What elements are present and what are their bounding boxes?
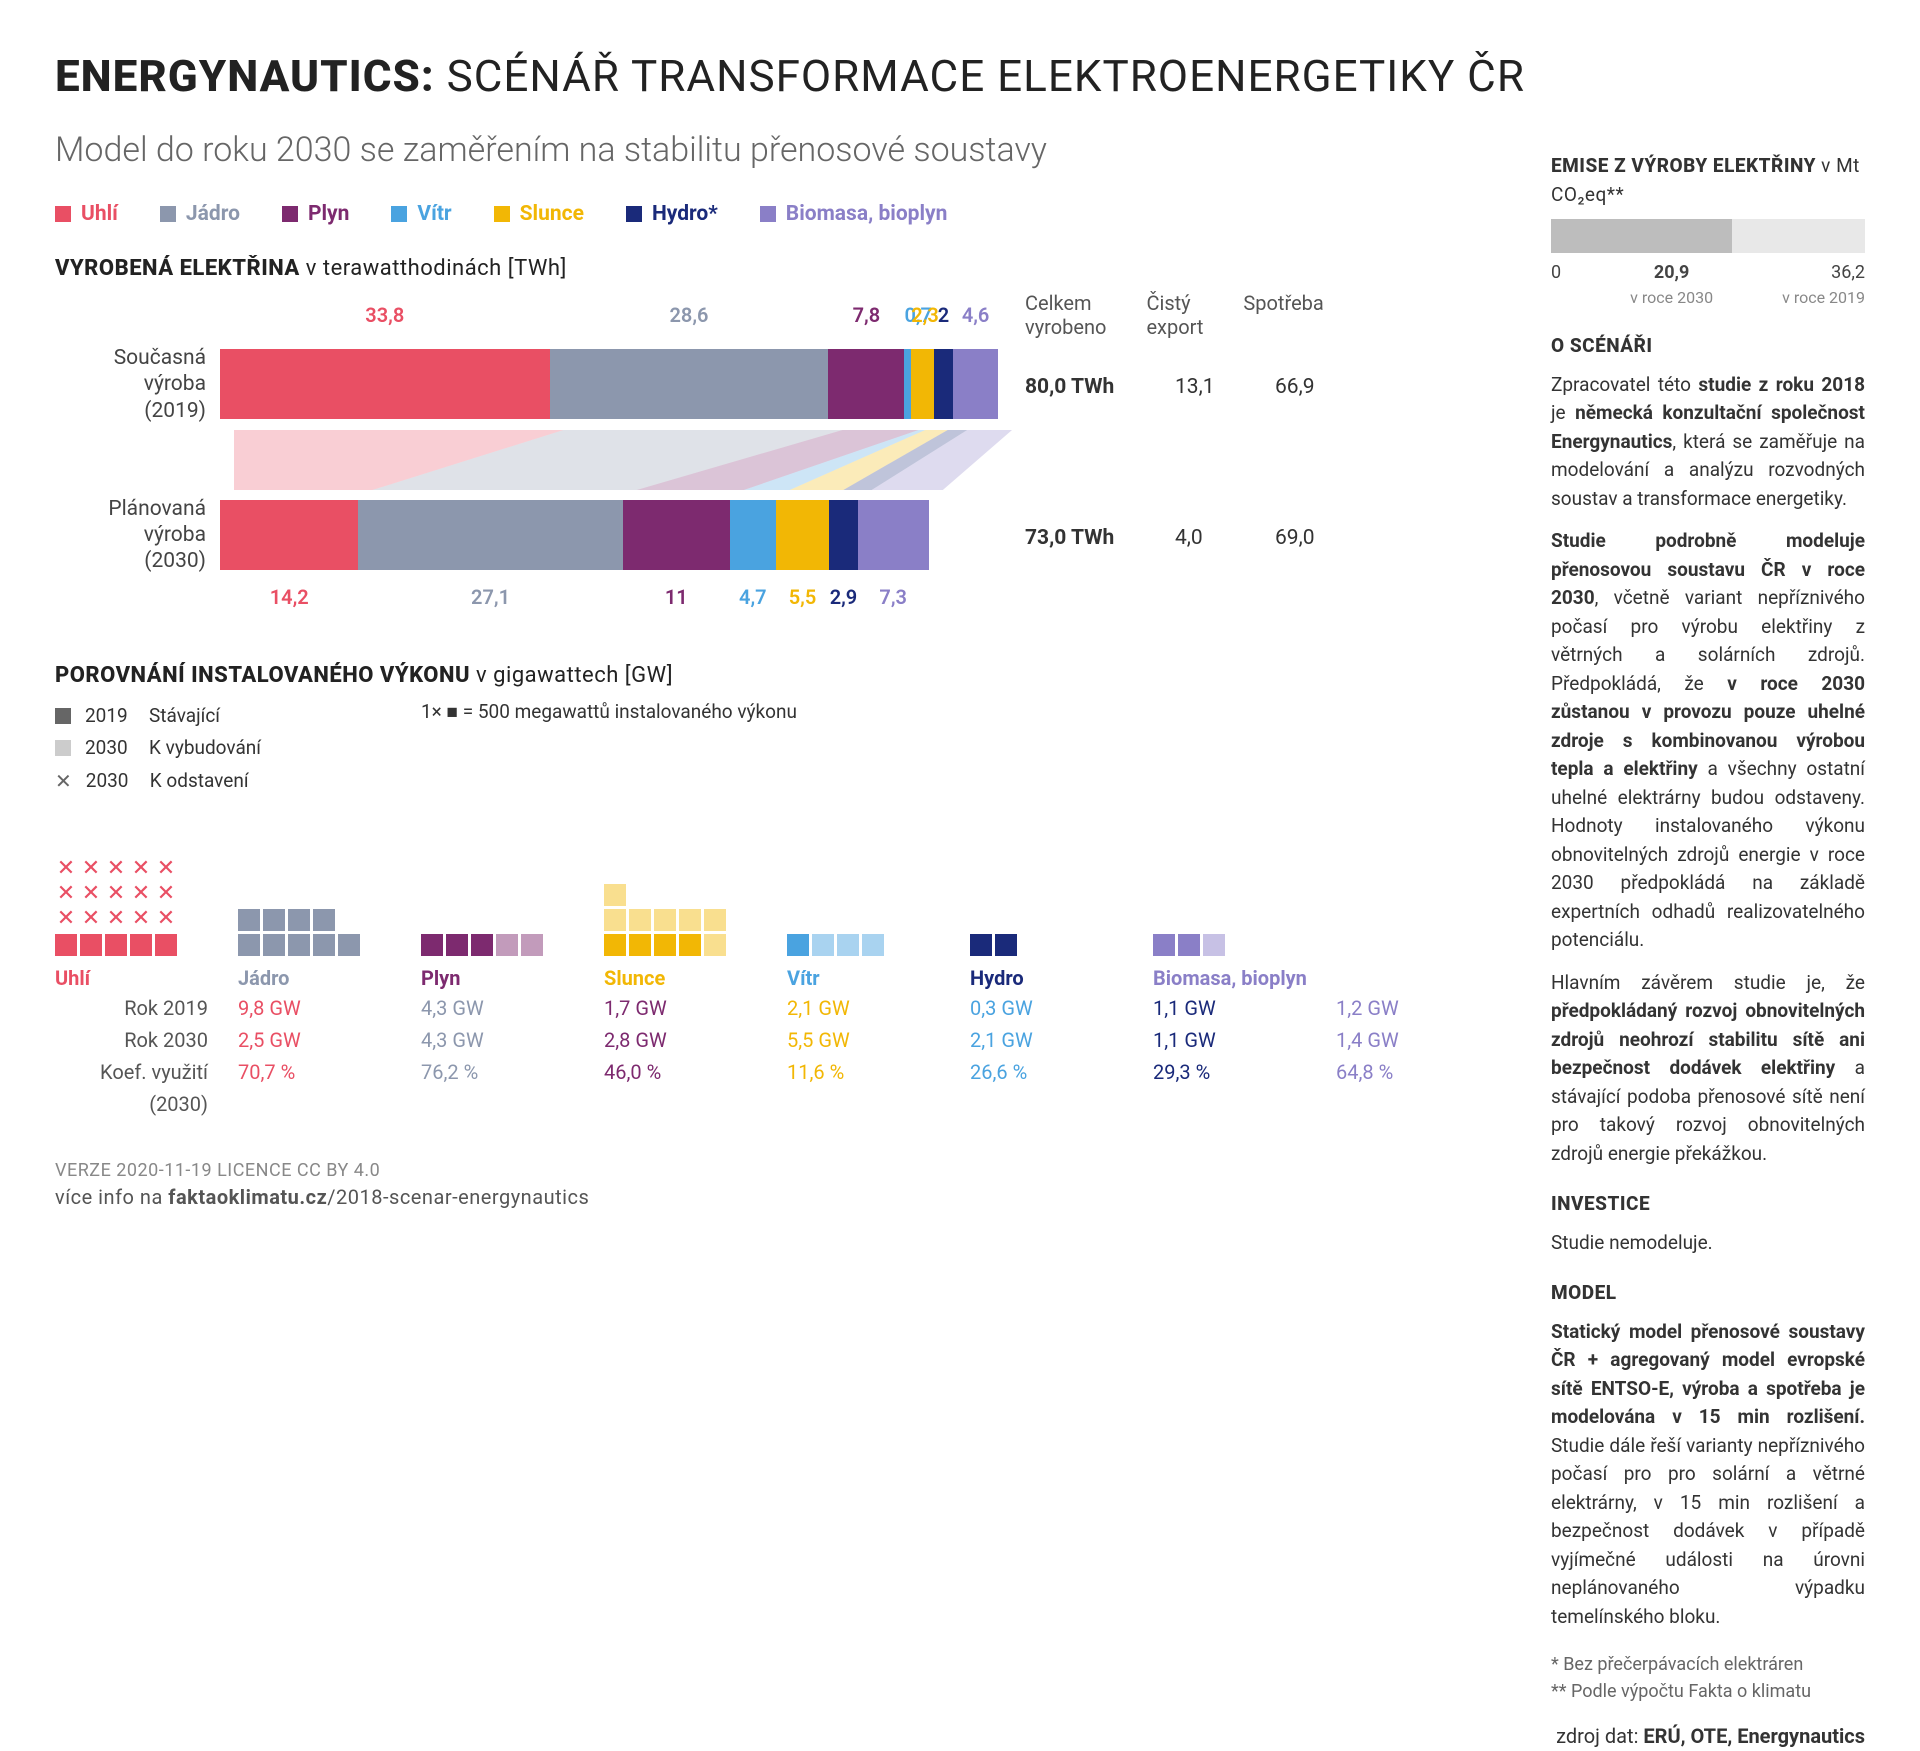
seg-plyn: [623, 500, 730, 570]
about-p1: Zpracovatel této studie z roku 2018 je n…: [1551, 371, 1865, 514]
legend-vitr: Vítr: [391, 202, 451, 226]
footer: VERZE 2020-11-19 LICENCE CC BY 4.0 více …: [55, 1160, 1501, 1209]
gw-heading: POROVNÁNÍ INSTALOVANÉHO VÝKONU v gigawat…: [55, 663, 1501, 688]
cap-plyn: Plyn: [421, 826, 586, 992]
seg-hydro: [829, 500, 857, 570]
page-title: ENERGYNAUTICS: SCÉNÁŘ TRANSFORMACE ELEKT…: [55, 50, 1865, 102]
data-source: zdroj dat: ERÚ, OTE, Energynautics: [1551, 1721, 1865, 1751]
cap-uhli: ✕✕✕✕✕✕✕✕✕✕✕✕✕✕✕Uhlí: [55, 826, 220, 992]
model-p: Statický model přenosové soustavy ČR + a…: [1551, 1318, 1865, 1632]
seg-vitr: [904, 349, 911, 419]
cap-slunce: Slunce: [604, 826, 769, 992]
gw-icon-grid: ✕✕✕✕✕✕✕✕✕✕✕✕✕✕✕UhlíJádroPlynSlunceVítrHy…: [55, 826, 1501, 992]
emissions-bar: [1551, 219, 1865, 253]
about-p3: Hlavním závěrem studie je, že předpoklád…: [1551, 969, 1865, 1169]
legend-biomasa: Biomasa, bioplyn: [760, 202, 948, 226]
invest-heading: INVESTICE: [1551, 1190, 1865, 1219]
cap-vitr: Vítr: [787, 826, 952, 992]
seg-uhli: [220, 500, 358, 570]
about-p2: Studie podrobně modeluje přenosovou sous…: [1551, 527, 1865, 955]
legend-slunce: Slunce: [494, 202, 584, 226]
source-legend: Uhlí Jádro Plyn Vítr Slunce Hydro* Biomasa, bi…: [55, 202, 1501, 226]
emissions-labels: 0 20,9v roce 2030 36,2v roce 2019: [1551, 259, 1865, 310]
seg-slunce: [911, 349, 933, 419]
about-heading: O SCÉNÁŘI: [1551, 332, 1865, 361]
seg-vitr: [730, 500, 776, 570]
model-heading: MODEL: [1551, 1279, 1865, 1308]
seg-plyn: [828, 349, 904, 419]
legend-hydro: Hydro*: [626, 202, 718, 226]
gw-legend: 2019Stávající2030K vybudování✕2030K odst…: [55, 700, 1501, 799]
seg-jadro: [550, 349, 829, 419]
legend-uhli: Uhlí: [55, 202, 118, 226]
cap-hydro: Hydro: [970, 826, 1135, 992]
emissions-heading: EMISE Z VÝROBY ELEKTŘINY v Mt CO₂eq**: [1551, 152, 1865, 209]
seg-biomasa: [858, 500, 929, 570]
cap-biomasa: Biomasa, bioplyn: [1153, 826, 1318, 992]
invest-p: Studie nemodeluje.: [1551, 1229, 1865, 1258]
gw-table: Rok 2019Rok 2030Koef. využití(2030) 9,8 …: [55, 992, 1501, 1120]
seg-hydro: [934, 349, 954, 419]
seg-biomasa: [953, 349, 998, 419]
twh-heading: VYROBENÁ ELEKTŘINA v terawatthodinách [T…: [55, 256, 1501, 281]
legend-jadro: Jádro: [160, 202, 240, 226]
seg-uhli: [220, 349, 550, 419]
seg-jadro: [358, 500, 622, 570]
legend-plyn: Plyn: [282, 202, 349, 226]
footnotes: * Bez přečerpávacích elektráren ** Podle…: [1551, 1651, 1865, 1705]
seg-slunce: [776, 500, 830, 570]
cap-jadro: Jádro: [238, 826, 403, 992]
twh-chart: 33,828,67,80,72,324,6 CelkemvyrobenoČist…: [55, 291, 1501, 613]
subtitle: Model do roku 2030 se zaměřením na stabi…: [55, 130, 1501, 170]
